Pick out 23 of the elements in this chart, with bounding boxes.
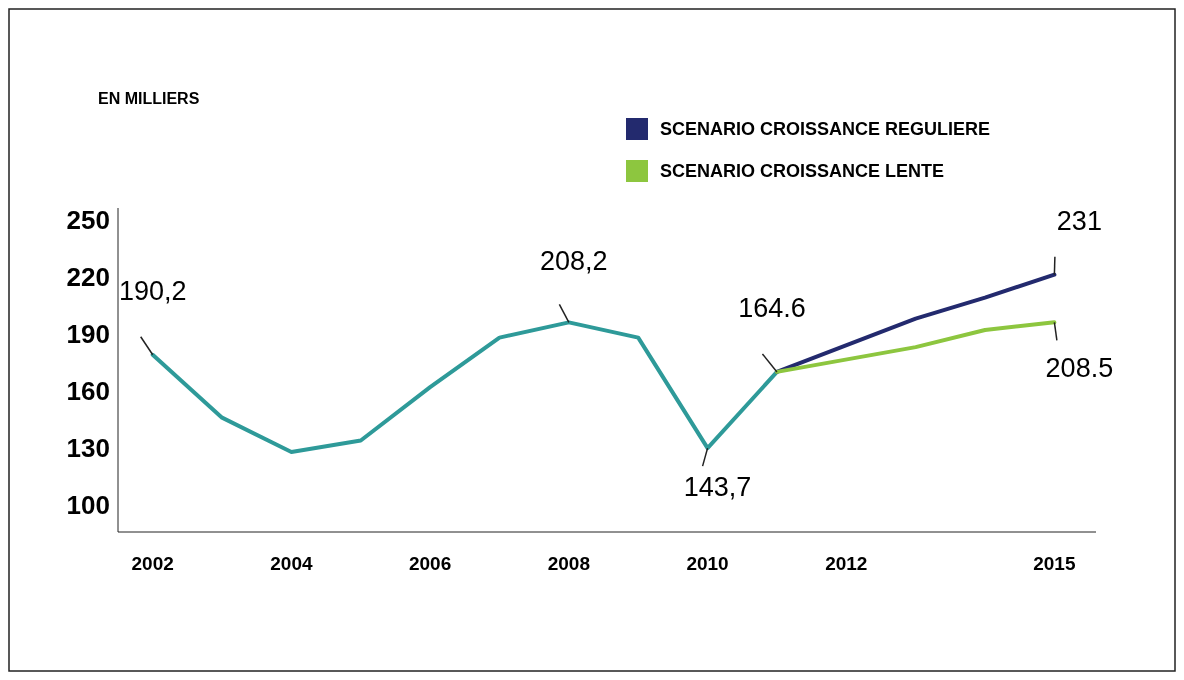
x-tick-label: 2008: [547, 553, 590, 574]
y-tick-label: 130: [66, 433, 110, 464]
x-tick-label: 2012: [825, 553, 868, 574]
y-tick-label: 250: [66, 204, 110, 235]
annotation: 231: [1056, 205, 1102, 236]
legend-label: SCENARIO CROISSANCE LENTE: [660, 161, 945, 182]
legend-label: SCENARIO CROISSANCE REGULIERE: [660, 119, 991, 140]
x-tick-label: 2004: [270, 553, 313, 574]
y-tick-label: 220: [66, 261, 110, 292]
y-tick-label: 190: [66, 318, 110, 349]
text: EN MILLIERS: [98, 90, 200, 107]
line-series: [150, 320, 779, 454]
x-tick-label: 2006: [408, 553, 452, 574]
x-tick-label: 2010: [686, 553, 729, 574]
annotation: 164.6: [738, 292, 806, 323]
y-tick-label: 100: [66, 490, 110, 521]
x-tick-label: 2002: [131, 553, 174, 574]
y-tick-label: 160: [66, 376, 110, 407]
x-tick-label: 2015: [1033, 553, 1076, 574]
annotation: 208.5: [1045, 353, 1114, 384]
annotation: 190,2: [118, 275, 187, 306]
annotation: 143,7: [683, 472, 752, 503]
annotation: 208,2: [540, 246, 608, 277]
